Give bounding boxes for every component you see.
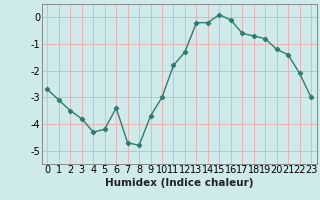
X-axis label: Humidex (Indice chaleur): Humidex (Indice chaleur)	[105, 178, 253, 188]
